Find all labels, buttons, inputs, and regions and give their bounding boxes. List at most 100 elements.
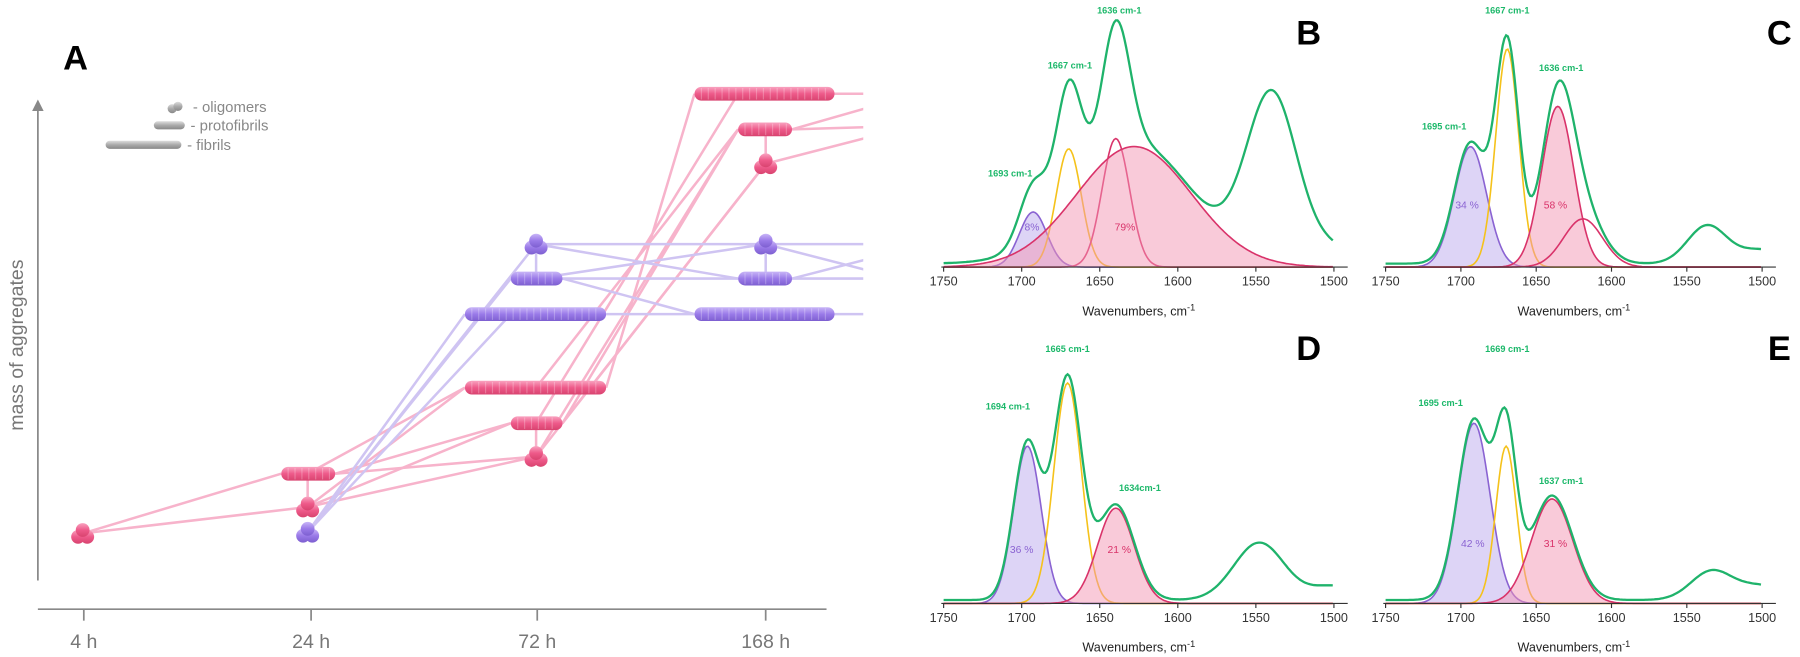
x-tick-label: 1550: [1242, 611, 1270, 625]
x-tick-label: 1750: [1372, 274, 1400, 288]
component-fill: [1385, 106, 1763, 268]
percent-label: 34 %: [1455, 201, 1479, 212]
x-tick-label: 1600: [1164, 611, 1192, 625]
oligomer: [758, 233, 773, 248]
oligomer: [300, 521, 315, 536]
fibril: [464, 380, 607, 395]
peak-label: 1634cm-1: [1119, 483, 1161, 493]
x-tick-label: 1500: [1748, 611, 1776, 625]
x-tick-label: 1650: [1086, 274, 1114, 288]
peak-label: 1667 cm-1: [1485, 5, 1529, 15]
x-tick-label: 1700: [1008, 274, 1036, 288]
peak-label: 1636 cm-1: [1539, 63, 1583, 73]
fibril: [694, 307, 835, 322]
oligomer: [75, 523, 90, 537]
legend-icon: [173, 101, 183, 111]
link: [307, 455, 537, 509]
link: [765, 137, 864, 165]
protofibril: [738, 271, 793, 286]
link: [791, 107, 864, 131]
legend-icon: [153, 121, 185, 130]
x-axis-label-text: Wavenumbers, cm: [1082, 304, 1187, 318]
x-axis-label: Wavenumbers, cm-1: [1082, 639, 1195, 655]
x-tick-label: 1500: [1320, 274, 1348, 288]
spectrum-panel: 1750 1700 1650 1600 1550 1500 Wavenumbers, cm-…: [930, 330, 1348, 655]
link: [535, 242, 766, 280]
peak-label: 1669 cm-1: [1485, 344, 1529, 354]
link: [307, 422, 512, 509]
x-axis-label: Wavenumbers, cm-1: [1517, 303, 1630, 319]
link: [535, 128, 740, 389]
component-fill: [1385, 423, 1763, 604]
x-tick-label: 1500: [1748, 274, 1776, 288]
x-tick-label: 1700: [1447, 274, 1475, 288]
peak-label: 1693 cm-1: [988, 168, 1032, 178]
link: [561, 128, 740, 424]
total-curve: [943, 19, 1334, 265]
x-tick-label: 1550: [1673, 611, 1701, 625]
protofibril: [510, 416, 563, 431]
spectrum-panel: 1750 1700 1650 1600 1550 1500 Wavenumbers, cm-…: [1372, 330, 1791, 655]
time-label: 72 h: [518, 631, 556, 653]
link: [82, 505, 308, 535]
link: [82, 472, 282, 535]
link: [562, 277, 695, 316]
link: [561, 162, 767, 424]
x-axis-label-sup: -1: [1187, 639, 1195, 649]
percent-label: 36 %: [1010, 545, 1034, 556]
spectrum-panel: 1750 1700 1650 1600 1550 1500 Wavenumbers, cm-…: [1372, 5, 1792, 318]
link: [535, 242, 739, 280]
component-fill: [1385, 498, 1763, 604]
peak-label: 1636 cm-1: [1097, 5, 1141, 15]
x-tick-label: 1600: [1164, 274, 1192, 288]
link: [335, 455, 537, 475]
percent-label: 31 %: [1544, 539, 1568, 550]
protofibril: [281, 466, 336, 481]
x-tick-label: 1750: [930, 611, 958, 625]
panel-letter: C: [1767, 14, 1792, 52]
y-axis-label: mass of aggregates: [6, 259, 28, 431]
x-tick-label: 1750: [930, 274, 958, 288]
x-axis-label-text: Wavenumbers, cm: [1082, 641, 1187, 655]
x-tick-label: 1500: [1320, 611, 1348, 625]
x-tick-label: 1550: [1673, 274, 1701, 288]
x-tick-label: 1700: [1447, 611, 1475, 625]
x-axis-label-text: Wavenumbers, cm: [1517, 641, 1622, 655]
component-fill: [943, 508, 1334, 604]
link: [306, 313, 512, 534]
fibril: [464, 307, 607, 322]
oligomer: [529, 233, 543, 248]
panel-letter: B: [1296, 14, 1321, 52]
protofibril: [738, 122, 793, 137]
x-axis-label-sup: -1: [1622, 303, 1630, 313]
x-tick-label: 1700: [1008, 611, 1036, 625]
oligomer: [758, 153, 773, 168]
panel-letter: E: [1768, 330, 1791, 368]
peak-label: 1665 cm-1: [1045, 344, 1089, 354]
link: [306, 313, 466, 534]
legend-icon: [105, 140, 182, 149]
total-curve: [943, 372, 1333, 602]
peak-label: 1695 cm-1: [1422, 121, 1466, 131]
axis-arrow: [32, 99, 44, 111]
component-fill: [1385, 146, 1763, 268]
x-axis-label-sup: -1: [1187, 303, 1195, 313]
percent-label: 8%: [1025, 222, 1040, 233]
legend-label: - oligomers: [193, 99, 267, 116]
x-axis-label: Wavenumbers, cm-1: [1517, 639, 1630, 655]
oligomer: [300, 496, 315, 511]
component-curve: [943, 145, 1333, 268]
time-label: 4 h: [70, 631, 97, 653]
percent-label: 21 %: [1107, 545, 1131, 556]
panel-letter: A: [63, 40, 88, 78]
link: [792, 126, 864, 131]
link: [791, 258, 864, 280]
link: [765, 242, 864, 271]
x-tick-label: 1600: [1597, 274, 1625, 288]
x-tick-label: 1650: [1522, 611, 1550, 625]
percent-label: 42 %: [1461, 539, 1485, 550]
link: [307, 386, 466, 475]
peak-label: 1637 cm-1: [1539, 476, 1583, 486]
peak-label: 1667 cm-1: [1048, 60, 1092, 70]
